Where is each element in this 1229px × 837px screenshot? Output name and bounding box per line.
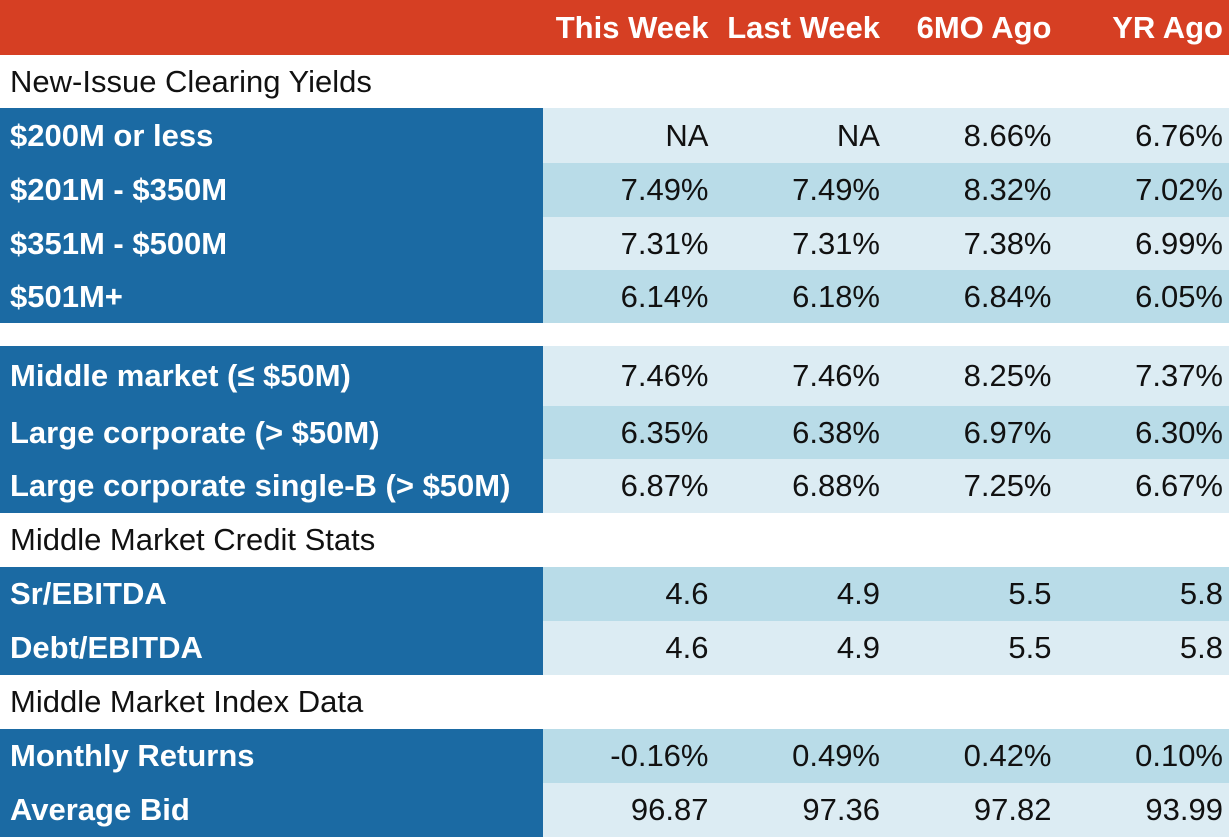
row-label: Large corporate (> $50M) [0, 406, 543, 459]
table-row: $501M+ 6.14% 6.18% 6.84% 6.05% [0, 270, 1229, 323]
section-header-row: Middle Market Index Data [0, 675, 1229, 729]
row-label: Debt/EBITDA [0, 621, 543, 675]
value-cell: NA [543, 108, 715, 163]
value-cell: 97.36 [714, 783, 886, 837]
table-row: Large corporate (> $50M) 6.35% 6.38% 6.9… [0, 406, 1229, 459]
value-cell: 6.18% [714, 270, 886, 323]
value-cell: 7.46% [714, 346, 886, 406]
value-cell: 8.32% [886, 163, 1058, 217]
section-header-row: New-Issue Clearing Yields [0, 55, 1229, 108]
row-label: Middle market (≤ $50M) [0, 346, 543, 406]
value-cell: 7.02% [1057, 163, 1229, 217]
spacer-row [0, 323, 1229, 346]
value-cell: 6.88% [714, 459, 886, 513]
value-cell: 0.42% [886, 729, 1058, 783]
value-cell: 97.82 [886, 783, 1058, 837]
column-header-this-week: This Week [555, 9, 709, 45]
value-cell: 6.05% [1057, 270, 1229, 323]
value-cell: 6.84% [886, 270, 1058, 323]
table-row: Sr/EBITDA 4.6 4.9 5.5 5.8 [0, 567, 1229, 621]
value-cell: 7.46% [543, 346, 715, 406]
value-cell: 4.9 [714, 567, 886, 621]
value-cell: 5.5 [886, 621, 1058, 675]
column-header-6mo-ago: 6MO Ago [916, 9, 1052, 45]
value-cell: 7.49% [714, 163, 886, 217]
value-cell: 6.97% [886, 406, 1058, 459]
table-row: Large corporate single-B (> $50M) 6.87% … [0, 459, 1229, 513]
column-header-yr-ago: YR Ago [1112, 9, 1223, 45]
value-cell: 6.67% [1057, 459, 1229, 513]
table-row: Middle market (≤ $50M) 7.46% 7.46% 8.25%… [0, 346, 1229, 406]
value-cell: 4.9 [714, 621, 886, 675]
value-cell: 6.14% [543, 270, 715, 323]
value-cell: 4.6 [543, 621, 715, 675]
value-cell: 6.35% [543, 406, 715, 459]
table-row: Average Bid 96.87 97.36 97.82 93.99 [0, 783, 1229, 837]
table-row: $200M or less NA NA 8.66% 6.76% [0, 108, 1229, 163]
row-label: $501M+ [0, 270, 543, 323]
value-cell: -0.16% [543, 729, 715, 783]
value-cell: 5.8 [1057, 621, 1229, 675]
row-label: Large corporate single-B (> $50M) [0, 459, 543, 513]
value-cell: 6.38% [714, 406, 886, 459]
header-blank-cell [0, 0, 543, 55]
value-cell: NA [714, 108, 886, 163]
row-label: $200M or less [0, 108, 543, 163]
table-row: $351M - $500M 7.31% 7.31% 7.38% 6.99% [0, 217, 1229, 270]
row-label: Sr/EBITDA [0, 567, 543, 621]
value-cell: 96.87 [543, 783, 715, 837]
value-cell: 7.38% [886, 217, 1058, 270]
section-title-credit-stats: Middle Market Credit Stats [10, 522, 376, 557]
value-cell: 8.66% [886, 108, 1058, 163]
value-cell: 7.31% [543, 217, 715, 270]
value-cell: 5.5 [886, 567, 1058, 621]
row-label: Monthly Returns [0, 729, 543, 783]
value-cell: 0.49% [714, 729, 886, 783]
table-row: Monthly Returns -0.16% 0.49% 0.42% 0.10% [0, 729, 1229, 783]
table-row: $201M - $350M 7.49% 7.49% 8.32% 7.02% [0, 163, 1229, 217]
value-cell: 5.8 [1057, 567, 1229, 621]
value-cell: 4.6 [543, 567, 715, 621]
value-cell: 93.99 [1057, 783, 1229, 837]
value-cell: 8.25% [886, 346, 1058, 406]
value-cell: 6.99% [1057, 217, 1229, 270]
section-title-index-data: Middle Market Index Data [10, 684, 364, 719]
row-label: $201M - $350M [0, 163, 543, 217]
value-cell: 6.76% [1057, 108, 1229, 163]
value-cell: 7.31% [714, 217, 886, 270]
value-cell: 6.87% [543, 459, 715, 513]
column-header-last-week: Last Week [727, 9, 880, 45]
table-row: Debt/EBITDA 4.6 4.9 5.5 5.8 [0, 621, 1229, 675]
value-cell: 6.30% [1057, 406, 1229, 459]
value-cell: 7.25% [886, 459, 1058, 513]
header-row: This Week Last Week 6MO Ago YR Ago [0, 0, 1229, 55]
value-cell: 7.49% [543, 163, 715, 217]
section-header-row: Middle Market Credit Stats [0, 513, 1229, 567]
value-cell: 7.37% [1057, 346, 1229, 406]
row-label: $351M - $500M [0, 217, 543, 270]
value-cell: 0.10% [1057, 729, 1229, 783]
section-title-new-issue: New-Issue Clearing Yields [10, 63, 372, 99]
row-label: Average Bid [0, 783, 543, 837]
